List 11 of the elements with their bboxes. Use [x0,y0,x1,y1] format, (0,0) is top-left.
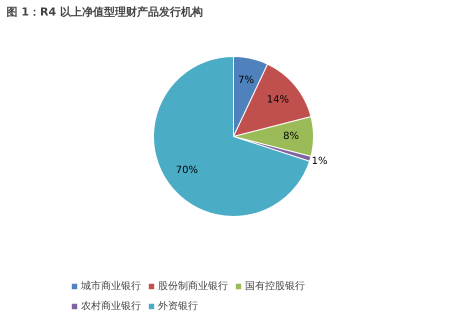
data-label: 70% [176,164,198,176]
chart-title: 图 1：R4 以上净值型理财产品发行机构 [6,6,203,18]
legend-label: 国有控股银行 [245,280,305,293]
legend-label: 城市商业银行 [81,280,141,293]
data-label: 1% [312,156,328,167]
data-label: 8% [283,131,300,142]
legend-label: 外资银行 [158,300,198,313]
data-label: 14% [266,94,290,106]
data-label: 7% [238,74,254,86]
legend-label: 股份制商业银行 [158,280,228,293]
legend-label: 农村商业银行 [81,300,141,313]
